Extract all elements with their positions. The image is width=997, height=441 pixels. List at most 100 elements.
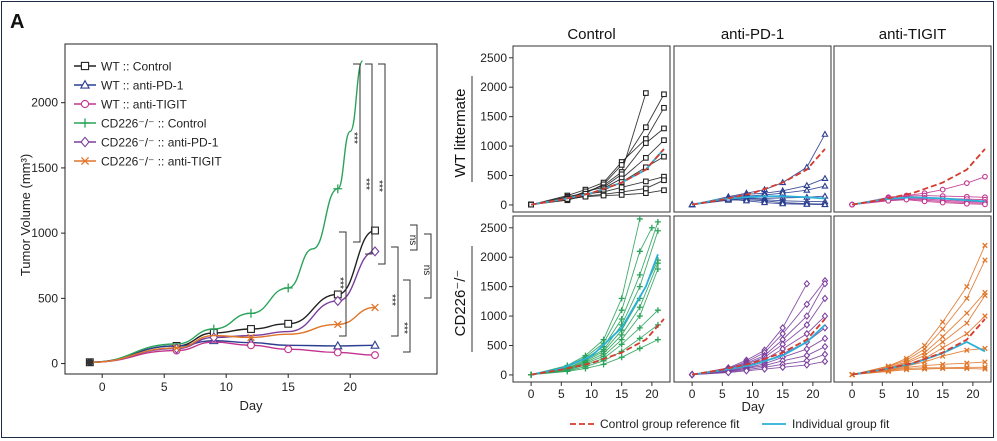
significance-label: ns xyxy=(407,235,418,246)
mouse-line-4-0 xyxy=(692,283,808,376)
mouse-marker xyxy=(654,218,661,225)
significance-bracket xyxy=(365,63,373,255)
grid-x-tick-label: 0 xyxy=(528,387,535,401)
main-chart: 0 5 10 15 20 0 500 1000 1500 2000 Day Tumor Volume … xyxy=(18,43,438,413)
mouse-marker xyxy=(821,182,829,189)
mouse-marker xyxy=(939,199,946,206)
mouse-marker xyxy=(564,368,571,375)
mouse-marker xyxy=(648,224,655,231)
mouse-marker xyxy=(642,185,649,192)
reference-fit-4 xyxy=(691,318,826,376)
mouse-marker xyxy=(582,365,589,372)
main-legend-label: WT :: anti-TIGIT xyxy=(101,98,187,112)
mouse-marker xyxy=(636,313,643,320)
mouse-marker xyxy=(964,295,970,302)
mouse-marker xyxy=(821,200,829,208)
grid-y-tick-label: 1000 xyxy=(480,309,507,323)
mouse-marker xyxy=(921,198,928,205)
significance-label: ns xyxy=(421,265,432,276)
main-series-marker-2 xyxy=(371,351,379,360)
mouse-marker xyxy=(939,326,946,332)
reference-fit-3 xyxy=(530,318,665,376)
mouse-marker xyxy=(618,316,625,323)
main-x-tick-label: 5 xyxy=(161,380,168,394)
reference-fit-5 xyxy=(851,318,986,376)
group-fit-1 xyxy=(691,195,826,206)
mouse-marker xyxy=(661,125,667,132)
mouse-marker xyxy=(939,333,946,340)
grid-x-tick-label: 0 xyxy=(849,387,856,401)
mouse-marker xyxy=(982,201,988,208)
main-series-marker-3 xyxy=(209,324,219,334)
mouse-marker xyxy=(982,242,988,249)
mouse-marker xyxy=(921,366,928,372)
mouse-marker xyxy=(964,365,970,372)
reference-fit-0 xyxy=(530,148,665,206)
mouse-marker xyxy=(821,130,829,137)
mouse-marker xyxy=(982,366,988,372)
grid-panel-2 xyxy=(833,45,992,213)
grid-x-tick-label: 5 xyxy=(879,387,886,401)
mouse-line-5-1 xyxy=(852,259,986,376)
main-series-marker-2 xyxy=(247,341,255,350)
grid-x-tick-label: 10 xyxy=(585,387,599,401)
mouse-marker xyxy=(982,173,988,180)
significance-label: *** xyxy=(360,178,371,190)
significance-label: *** xyxy=(348,132,359,144)
grid-x-axis-label: Day xyxy=(741,399,765,414)
mouse-marker xyxy=(642,190,649,197)
main-series-marker-1 xyxy=(370,340,380,349)
mouse-marker xyxy=(760,198,769,206)
group-fit-3 xyxy=(530,253,659,376)
mouse-marker xyxy=(618,192,625,198)
main-legend-marker xyxy=(80,156,90,166)
main-series-marker-2 xyxy=(333,348,342,357)
mouse-marker xyxy=(803,300,811,309)
main-x-axis-label: Day xyxy=(239,398,263,413)
grid-panel-1 xyxy=(673,45,832,213)
mouse-marker xyxy=(963,180,970,187)
mouse-marker xyxy=(803,329,811,338)
main-legend-label: CD226⁻/⁻ :: anti-PD-1 xyxy=(101,136,219,150)
main-y-tick-label: 500 xyxy=(38,291,58,305)
grid-x-tick-label: 15 xyxy=(776,387,790,401)
main-legend-marker xyxy=(80,61,90,71)
grid-x-tick-label: 5 xyxy=(558,387,565,401)
grid-x-tick-label: 20 xyxy=(645,387,659,401)
mouse-marker xyxy=(654,227,661,234)
column-title-2: anti-TIGIT xyxy=(879,26,947,43)
main-series-marker-0 xyxy=(371,226,379,235)
mouse-marker xyxy=(661,153,667,160)
grid-x-tick-label: 20 xyxy=(806,387,820,401)
mouse-marker xyxy=(779,363,786,372)
mouse-marker xyxy=(964,330,970,337)
main-x-tick-label: 15 xyxy=(282,380,296,394)
mouse-marker xyxy=(821,357,829,366)
mouse-marker xyxy=(661,177,667,184)
mouse-marker xyxy=(636,304,643,311)
grid-y-tick-label: 2500 xyxy=(480,51,507,65)
mouse-marker xyxy=(939,339,946,345)
mouse-line-3-1 xyxy=(531,227,653,376)
mouse-marker xyxy=(939,319,946,325)
mouse-marker xyxy=(939,365,946,372)
grid-y-tick-label: 2000 xyxy=(480,80,507,94)
main-legend-label: CD226⁻/⁻ :: anti-TIGIT xyxy=(101,155,222,169)
mouse-marker xyxy=(885,368,892,375)
mouse-marker xyxy=(654,260,661,267)
mouse-marker xyxy=(939,345,946,351)
column-title-1: anti-PD-1 xyxy=(721,26,784,43)
mouse-marker xyxy=(618,295,625,302)
mouse-marker xyxy=(982,359,988,365)
mouse-marker xyxy=(642,90,649,96)
mouse-marker xyxy=(963,200,970,207)
main-legend-marker xyxy=(80,136,90,148)
mouse-marker xyxy=(821,192,829,199)
mouse-marker xyxy=(661,187,667,194)
main-series-marker-0 xyxy=(247,325,255,333)
grid-x-tick-label: 10 xyxy=(746,387,760,401)
mouse-line-3-5 xyxy=(531,262,659,376)
main-series-marker-5 xyxy=(247,333,255,342)
main-series-line-0 xyxy=(89,229,376,363)
